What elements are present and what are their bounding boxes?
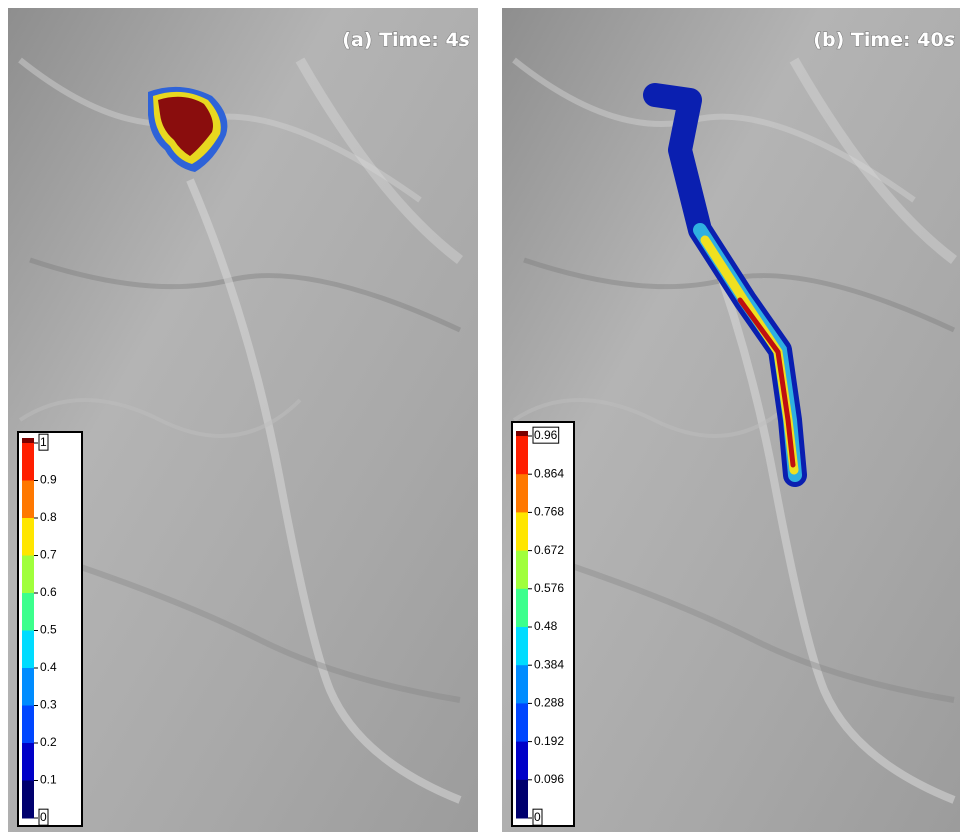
colorbar-label: 0.1: [40, 773, 57, 787]
colorbar-label: 0.6: [40, 585, 57, 599]
colorbar-band: [22, 593, 34, 631]
colorbar-label: 0.288: [534, 696, 564, 710]
colorbar-label: 0.8: [40, 510, 57, 524]
colorbar-band: [516, 703, 528, 742]
title-unit: s: [459, 29, 470, 51]
page: (a) Time: 4s 10.90.80.70.60.50.40.30.20.…: [0, 0, 963, 834]
colorbar: 0.96 0.864 0.768 0.672 0.576 0.48 0.384 0.288 0.…: [512, 422, 574, 826]
colorbar-label: 0.7: [40, 548, 57, 562]
colorbar-band: [22, 743, 34, 781]
colorbar-label: 0.48: [534, 619, 558, 633]
panel-title: (b) Time: 40s: [813, 29, 955, 51]
colorbar-label: 0.3: [40, 698, 57, 712]
colorbar-label: 0.672: [534, 543, 564, 557]
colorbar-band: [22, 443, 34, 481]
title-time: 4: [445, 29, 458, 51]
title-label: (a) Time:: [342, 29, 445, 51]
colorbar-band: [516, 780, 528, 819]
panel-title: (a) Time: 4s: [342, 29, 470, 51]
panel-b: (b) Time: 40s 0.960.8640.7680.6720.5760.…: [502, 8, 960, 832]
colorbar-label: 0.2: [40, 735, 57, 749]
title-label: (b) Time:: [813, 29, 917, 51]
colorbar-band: [22, 518, 34, 556]
title-time: 40: [917, 29, 943, 51]
colorbar-label: 0.4: [40, 660, 57, 674]
colorbar-band: [22, 481, 34, 519]
colorbar-band: [22, 556, 34, 594]
colorbar-label: 0.5: [40, 623, 57, 637]
colorbar-label: 0.864: [534, 466, 564, 480]
colorbar-band: [516, 589, 528, 628]
colorbar-band: [516, 665, 528, 704]
panel-a: (a) Time: 4s 1 0.9 0.8 0.7 0.6 0.5 0.4 0.3 0.2 0.…: [8, 8, 478, 832]
colorbar-label: 0.384: [534, 657, 564, 671]
colorbar-band: [22, 631, 34, 669]
colorbar-label: 0.192: [534, 734, 564, 748]
colorbar-label: 1: [40, 435, 47, 449]
colorbar-label: 0.768: [534, 505, 564, 519]
colorbar-band: [516, 742, 528, 781]
colorbar-label: 0.096: [534, 772, 564, 786]
colorbar-band: [516, 436, 528, 475]
colorbar-band: [22, 706, 34, 744]
colorbar-label: 0.576: [534, 581, 564, 595]
colorbar-label: 0: [40, 810, 47, 824]
colorbar-top: [516, 431, 528, 436]
colorbar-label: 0: [534, 810, 541, 824]
colorbar-band: [22, 668, 34, 706]
figure: (a) Time: 4s 10.90.80.70.60.50.40.30.20.…: [0, 0, 963, 834]
colorbar-band: [516, 551, 528, 590]
colorbar-band: [516, 627, 528, 666]
colorbar-top: [22, 438, 34, 443]
title-unit: s: [944, 29, 955, 51]
colorbar-band: [516, 512, 528, 551]
colorbar-label: 0.96: [534, 428, 558, 442]
colorbar: 1 0.9 0.8 0.7 0.6 0.5 0.4 0.3 0.2 0.1 0: [18, 432, 82, 826]
colorbar-band: [22, 781, 34, 819]
colorbar-label: 0.9: [40, 473, 57, 487]
colorbar-band: [516, 474, 528, 513]
